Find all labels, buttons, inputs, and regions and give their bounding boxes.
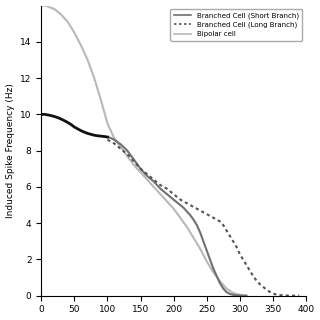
Y-axis label: Induced Spike Frequency (Hz): Induced Spike Frequency (Hz) bbox=[5, 83, 14, 218]
Legend: Branched Cell (Short Branch), Branched Cell (Long Branch), Bipolar cell: Branched Cell (Short Branch), Branched C… bbox=[171, 9, 302, 41]
